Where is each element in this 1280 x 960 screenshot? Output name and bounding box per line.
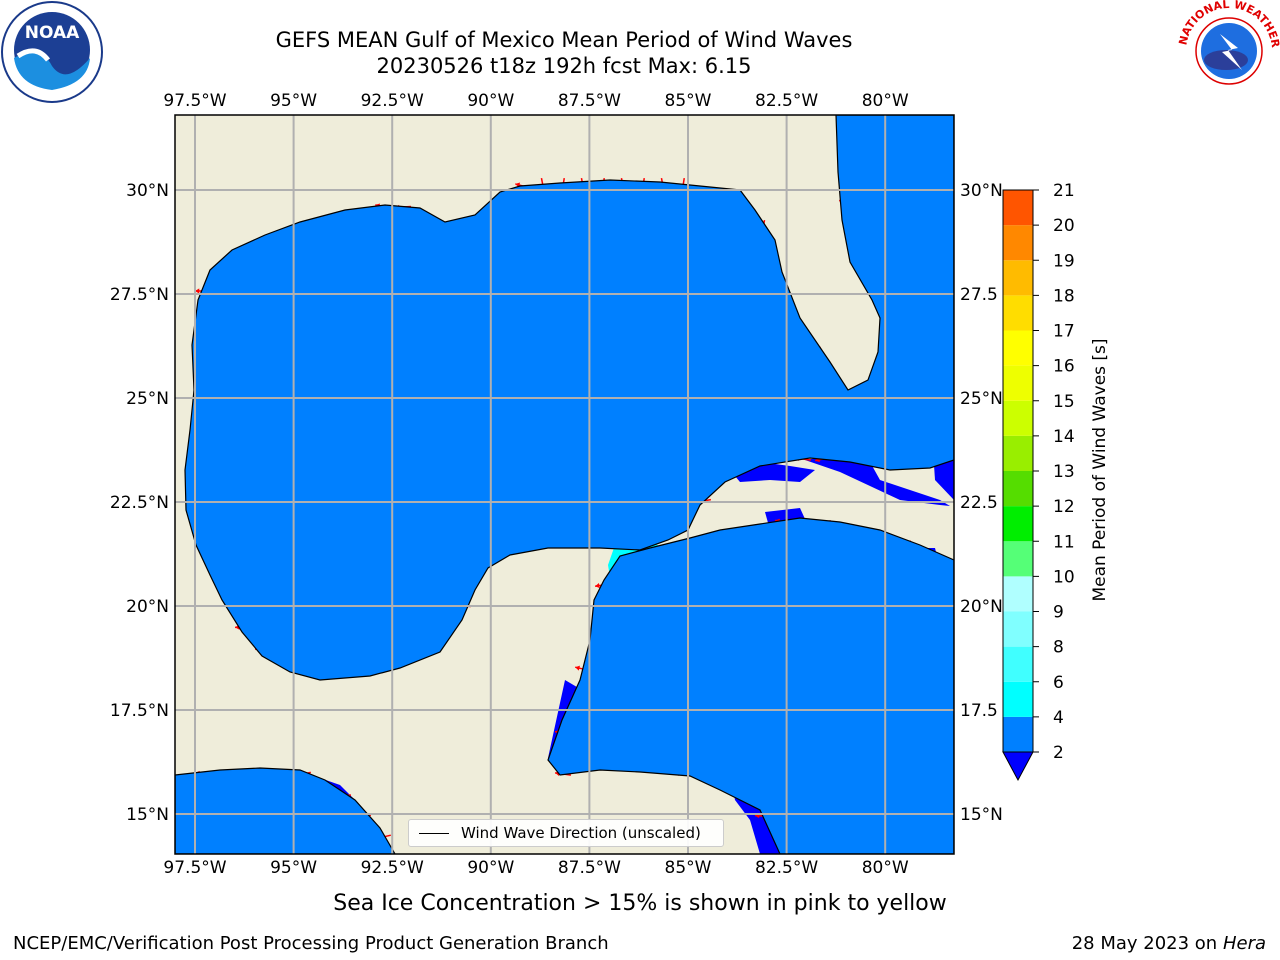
lat-label-right: 17.5 [960,701,998,721]
footer-credit: NCEP/EMC/Verification Post Processing Pr… [13,933,609,954]
lat-label-left: 22.5°N [110,493,169,513]
nws-logo: NATIONAL WEATHER SERVICE [1178,0,1280,99]
colorbar-tick-label: 2 [1053,743,1064,763]
lat-label-right: 22.5 [960,493,998,513]
legend-line-sample [419,832,449,834]
colorbar-label: Mean Period of Wind Waves [s] [1090,338,1110,601]
colorbar-tick-label: 21 [1053,181,1075,201]
chart-subtitle-run: 20230526 t18z 192h fcst Max: 6.15 [376,54,752,78]
colorbar-tick-label: 10 [1053,567,1075,587]
colorbar-tick-label: 12 [1053,497,1075,517]
noaa-logo: NOAA [1,1,103,103]
lon-label-bottom: 80°W [862,858,909,878]
lon-label-bottom: 85°W [665,858,712,878]
latitude-labels-left: 30°N 27.5°N 25°N 22.5°N 20°N 17.5°N 15°N [110,181,169,825]
lon-label-bottom: 90°W [467,858,514,878]
sea-ice-note: Sea Ice Concentration > 15% is shown in … [333,891,947,916]
colorbar-segment [1003,506,1033,542]
colorbar-tick-label: 8 [1053,638,1064,658]
map-legend: Wind Wave Direction (unscaled) [408,819,724,847]
wave-arrow-head [195,288,200,294]
lat-label-left: 15°N [126,805,169,825]
colorbar-segment [1003,400,1033,436]
colorbar-segment [1003,471,1033,507]
colorbar-tick-label: 20 [1053,216,1075,236]
longitude-labels-top: 97.5°W 95°W 92.5°W 90°W 87.5°W 85°W 82.5°W 80°W [163,91,908,111]
lat-label-right: 27.5 [960,285,998,305]
colorbar-tick-label: 17 [1053,322,1075,342]
colorbar: 2 4 6 8 9 10 11 12 13 14 15 16 17 18 19 20 21 [1002,181,1075,782]
colorbar-segment [1003,716,1033,752]
colorbar-segment [1003,260,1033,296]
map-area [175,115,954,854]
lon-label-top: 95°W [270,91,317,111]
colorbar-segment [1003,365,1033,401]
map-frame [174,114,955,855]
lon-label-top: 90°W [467,91,514,111]
lon-label-top: 92.5°W [361,91,424,111]
lat-label-right: 20°N [960,597,1003,617]
lon-label-top: 85°W [665,91,712,111]
colorbar-segment [1003,576,1033,612]
footer-date-text: 28 May 2023 on [1071,933,1218,954]
colorbar-segment [1003,541,1033,577]
colorbar-tick-label: 13 [1053,462,1075,482]
colorbar-extend [1002,751,1034,782]
colorbar-tick-label: 9 [1053,603,1064,623]
noaa-logo-text: NOAA [25,23,80,43]
footer-date: 28 May 2023 on Hera [1072,933,1266,954]
chart-title: GEFS MEAN Gulf of Mexico Mean Period of … [275,28,853,52]
lon-label-top: 82.5°W [755,91,818,111]
lon-label-top: 97.5°W [163,91,226,111]
colorbar-tick-label: 4 [1053,708,1064,728]
legend-label: Wind Wave Direction (unscaled) [461,824,701,842]
lon-label-bottom: 95°W [270,858,317,878]
colorbar-segment [1003,646,1033,682]
longitude-labels-bottom: 97.5°W 95°W 92.5°W 90°W 87.5°W 85°W 82.5°W 80°W [163,858,908,878]
footer-host: Hera [1222,933,1266,954]
gridlines [175,115,954,854]
colorbar-segment [1003,295,1033,331]
colorbar-segment [1003,435,1033,471]
lon-label-bottom: 82.5°W [755,858,818,878]
lat-label-left: 20°N [126,597,169,617]
lat-label-right: 15°N [960,805,1003,825]
lon-label-bottom: 87.5°W [558,858,621,878]
lon-label-bottom: 92.5°W [361,858,424,878]
lat-label-left: 25°N [126,389,169,409]
latitude-labels-right: 30°N 27.5 25°N 22.5 20°N 17.5 15°N [960,181,1003,825]
colorbar-tick-label: 18 [1053,286,1075,306]
colorbar-segment [1003,190,1033,226]
lon-label-top: 87.5°W [558,91,621,111]
colorbar-segment [1003,225,1033,261]
colorbar-tick-label: 6 [1053,673,1064,693]
colorbar-tick-label: 14 [1053,427,1075,447]
lat-label-right: 30°N [960,181,1003,201]
lat-label-left: 30°N [126,181,169,201]
colorbar-tick-label: 16 [1053,357,1075,377]
colorbar-tick-label: 15 [1053,392,1075,412]
colorbar-segment [1003,611,1033,647]
lon-label-top: 80°W [862,91,909,111]
colorbar-tick-label: 11 [1053,532,1075,552]
colorbar-tick-label: 19 [1053,251,1075,271]
lat-label-left: 27.5°N [110,285,169,305]
lat-label-left: 17.5°N [110,701,169,721]
colorbar-segment [1003,681,1033,717]
lon-label-bottom: 97.5°W [163,858,226,878]
wave-arrow-head [595,583,600,589]
colorbar-segment [1003,330,1033,366]
lat-label-right: 25°N [960,389,1003,409]
wave-arrow-head [575,665,580,671]
